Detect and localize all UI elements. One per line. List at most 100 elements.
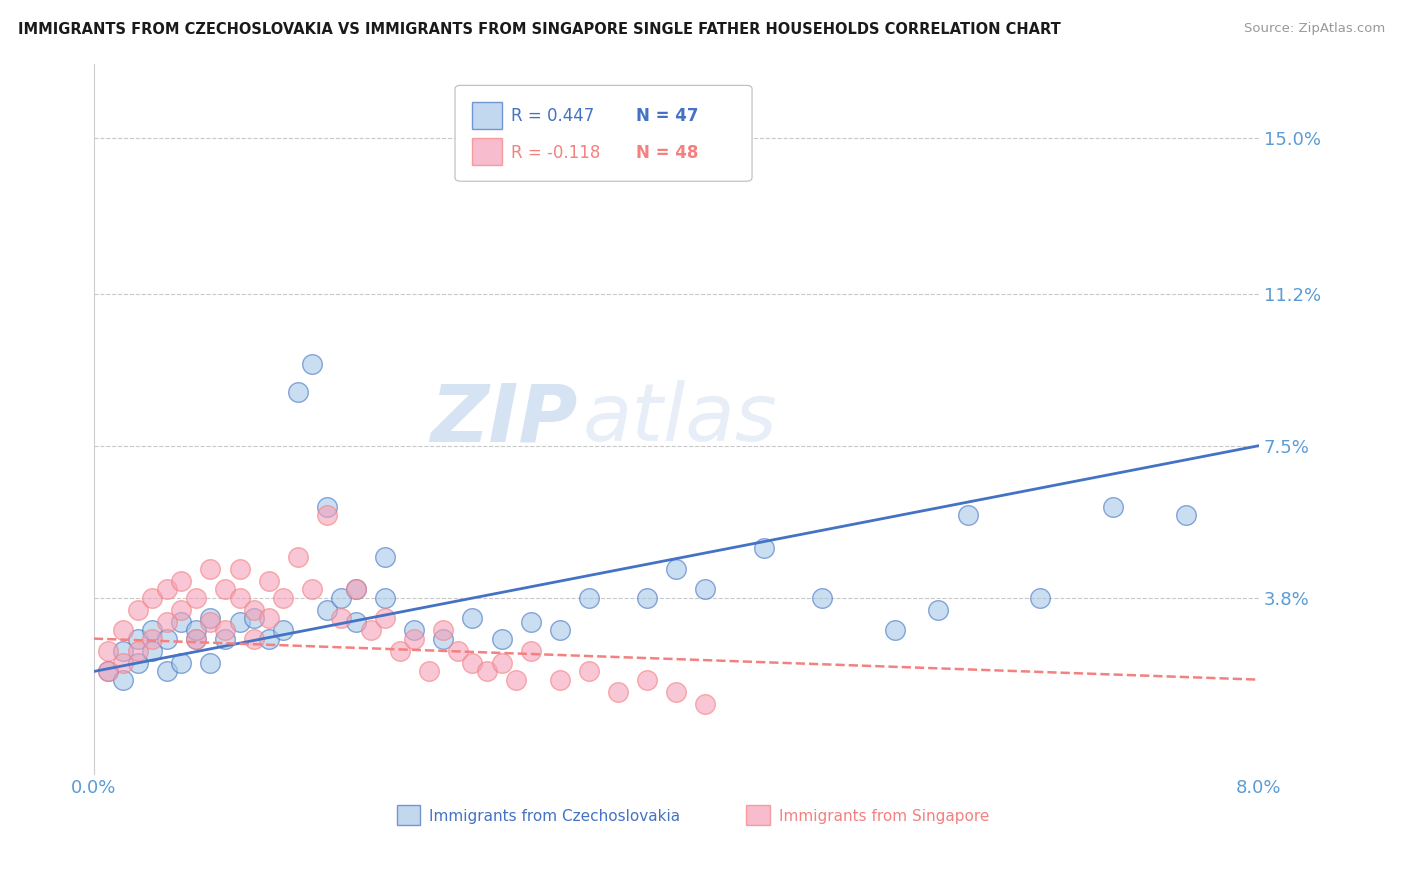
Point <box>200 615 222 630</box>
Point <box>1029 591 1052 605</box>
Point <box>461 611 484 625</box>
Point <box>257 632 280 646</box>
Point <box>607 685 630 699</box>
Point <box>374 549 396 564</box>
FancyBboxPatch shape <box>747 805 769 825</box>
Point <box>97 665 120 679</box>
Text: ZIP: ZIP <box>430 380 578 458</box>
Point <box>665 562 688 576</box>
Point <box>156 582 179 597</box>
Text: N = 48: N = 48 <box>636 144 697 161</box>
Point <box>330 591 353 605</box>
Point <box>360 624 382 638</box>
Point <box>243 632 266 646</box>
Point <box>97 644 120 658</box>
Point <box>112 657 135 671</box>
Point <box>228 615 250 630</box>
Point <box>97 665 120 679</box>
Point <box>301 582 323 597</box>
Point <box>636 591 658 605</box>
Point <box>548 624 571 638</box>
Point <box>344 582 367 597</box>
Point <box>141 644 163 658</box>
Point <box>214 624 236 638</box>
Point <box>519 615 541 630</box>
Point <box>883 624 905 638</box>
Point <box>301 357 323 371</box>
FancyBboxPatch shape <box>472 103 502 129</box>
Point <box>257 611 280 625</box>
Point <box>1174 508 1197 523</box>
Point <box>956 508 979 523</box>
Point <box>519 644 541 658</box>
Point <box>141 624 163 638</box>
Point <box>112 624 135 638</box>
Point <box>695 582 717 597</box>
Point <box>447 644 470 658</box>
Point <box>243 603 266 617</box>
Point <box>156 632 179 646</box>
Point <box>287 385 309 400</box>
Point <box>170 615 193 630</box>
Point <box>200 611 222 625</box>
Point <box>475 665 498 679</box>
Point <box>127 603 149 617</box>
Point <box>578 665 600 679</box>
Point <box>330 611 353 625</box>
Point <box>418 665 440 679</box>
Point <box>665 685 688 699</box>
Point <box>184 591 207 605</box>
Point <box>112 673 135 687</box>
Point <box>432 632 454 646</box>
Point <box>811 591 834 605</box>
Point <box>432 624 454 638</box>
Point <box>404 632 426 646</box>
Point <box>127 644 149 658</box>
Point <box>127 657 149 671</box>
Point <box>214 582 236 597</box>
Point <box>374 591 396 605</box>
Point <box>344 582 367 597</box>
Point <box>374 611 396 625</box>
Point <box>315 508 337 523</box>
Text: N = 47: N = 47 <box>636 107 697 125</box>
Point <box>170 574 193 589</box>
FancyBboxPatch shape <box>456 86 752 181</box>
Point <box>491 632 513 646</box>
Point <box>315 500 337 515</box>
Point <box>257 574 280 589</box>
Text: IMMIGRANTS FROM CZECHOSLOVAKIA VS IMMIGRANTS FROM SINGAPORE SINGLE FATHER HOUSEH: IMMIGRANTS FROM CZECHOSLOVAKIA VS IMMIGR… <box>18 22 1062 37</box>
Text: R = -0.118: R = -0.118 <box>510 144 600 161</box>
Point <box>315 603 337 617</box>
Point <box>184 632 207 646</box>
FancyBboxPatch shape <box>472 138 502 165</box>
Text: Immigrants from Czechoslovakia: Immigrants from Czechoslovakia <box>429 809 681 824</box>
Text: atlas: atlas <box>583 380 778 458</box>
Text: R = 0.447: R = 0.447 <box>510 107 595 125</box>
Point <box>243 611 266 625</box>
Point <box>695 698 717 712</box>
Point <box>404 624 426 638</box>
Text: Immigrants from Singapore: Immigrants from Singapore <box>779 809 990 824</box>
Point <box>141 591 163 605</box>
Point <box>200 562 222 576</box>
Point <box>388 644 411 658</box>
Point <box>344 615 367 630</box>
Point <box>578 591 600 605</box>
Point <box>141 632 163 646</box>
Point <box>1102 500 1125 515</box>
Point <box>491 657 513 671</box>
Point <box>287 549 309 564</box>
Point <box>927 603 949 617</box>
Text: Source: ZipAtlas.com: Source: ZipAtlas.com <box>1244 22 1385 36</box>
Point <box>156 615 179 630</box>
Point <box>127 632 149 646</box>
Point <box>184 624 207 638</box>
Point <box>461 657 484 671</box>
Point <box>112 644 135 658</box>
Point <box>505 673 527 687</box>
Point <box>184 632 207 646</box>
Point <box>200 657 222 671</box>
Point <box>170 603 193 617</box>
Point <box>636 673 658 687</box>
